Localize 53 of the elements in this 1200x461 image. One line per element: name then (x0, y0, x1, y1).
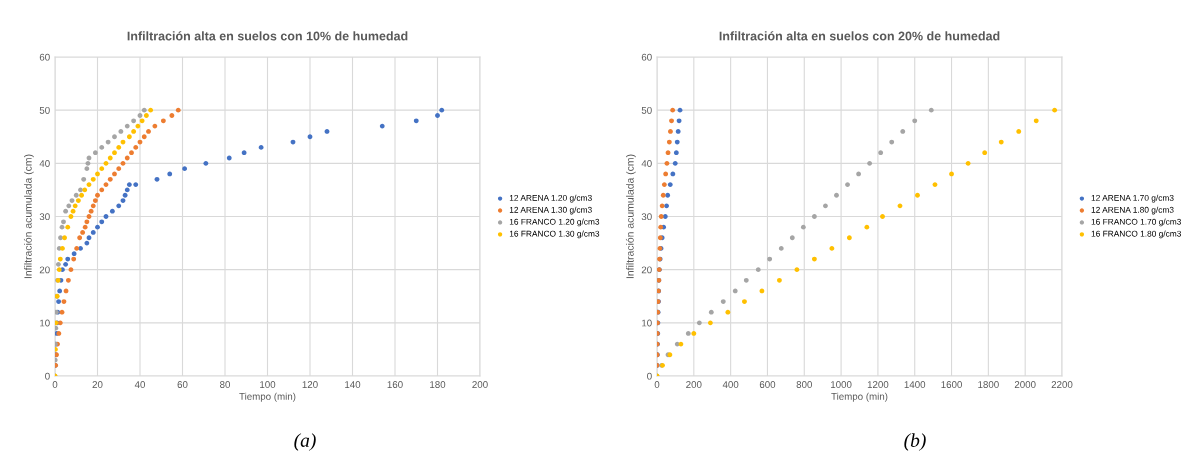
x-tick-label: 1800 (978, 381, 999, 388)
y-tick-label: 0 (45, 372, 50, 380)
x-tick-label: 1000 (831, 381, 852, 388)
x-tick-label: 1200 (867, 381, 889, 388)
legend-label: 16 FRANCO 1.80 g/cm3 (1091, 230, 1181, 239)
x-tick-label: 400 (722, 381, 739, 388)
y-tick-label: 60 (39, 53, 50, 61)
y-tick-label: 0 (647, 372, 652, 380)
x-tick-label: 1400 (904, 381, 926, 388)
x-tick-label: 0 (654, 381, 660, 388)
legend-label: 12 ARENA 1.70 g/cm3 (1091, 194, 1174, 203)
x-tick-label: 200 (686, 381, 702, 388)
y-tick-label: 20 (39, 266, 50, 274)
x-tick-label: 60 (177, 381, 188, 388)
x-tick-label: 1600 (941, 381, 962, 388)
text: (a) (294, 433, 316, 451)
x-tick-label: 140 (345, 381, 361, 388)
y-tick-label: 10 (642, 319, 652, 327)
y-tick-label: 30 (39, 213, 50, 221)
y-tick-label: 10 (40, 319, 50, 327)
x-tick-label: 80 (220, 381, 231, 388)
y-tick-label: 50 (39, 106, 50, 114)
y-tick-label: 40 (39, 160, 50, 167)
chart-title: Infiltración alta en suelos con 20% de humedad (719, 31, 1000, 41)
legend-label: 12 ARENA 1.80 g/cm3 (1091, 206, 1174, 215)
y-axis-title: Infiltración acumulada (cm) (625, 154, 636, 279)
y-tick-label: 30 (641, 213, 652, 221)
x-tick-label: 120 (302, 381, 318, 388)
x-tick-label: 200 (472, 381, 488, 388)
x-tick-label: 2200 (1051, 381, 1073, 388)
x-tick-label: 180 (430, 381, 446, 388)
x-axis-title: Tiempo (min) (831, 392, 888, 402)
text: (b) (904, 433, 926, 451)
x-tick-label: 160 (387, 381, 403, 388)
y-tick-label: 60 (641, 53, 652, 61)
x-axis-title: Tiempo (min) (239, 392, 296, 402)
legend-label: 16 FRANCO 1.30 g/cm3 (509, 230, 600, 239)
x-tick-label: 600 (759, 381, 776, 388)
x-tick-label: 0 (52, 381, 58, 388)
x-tick-label: 20 (92, 381, 103, 388)
y-tick-label: 40 (641, 160, 652, 167)
legend-label: 12 ARENA 1.20 g/cm3 (509, 194, 592, 203)
y-tick-label: 50 (641, 106, 652, 114)
x-tick-label: 800 (796, 381, 812, 388)
legend-label: 12 ARENA 1.30 g/cm3 (509, 206, 592, 215)
x-tick-label: 100 (260, 381, 276, 388)
legend-label: 16 FRANCO 1.70 g/cm3 (1091, 218, 1181, 227)
y-tick-label: 20 (641, 266, 652, 274)
x-tick-label: 40 (134, 381, 146, 388)
x-tick-label: 2000 (1014, 381, 1036, 388)
chart-title: Infiltración alta en suelos con 10% de humedad (127, 31, 408, 41)
legend-label: 16 FRANCO 1.20 g/cm3 (509, 218, 600, 227)
y-axis-title: Infiltración acumulada (cm) (23, 154, 34, 279)
